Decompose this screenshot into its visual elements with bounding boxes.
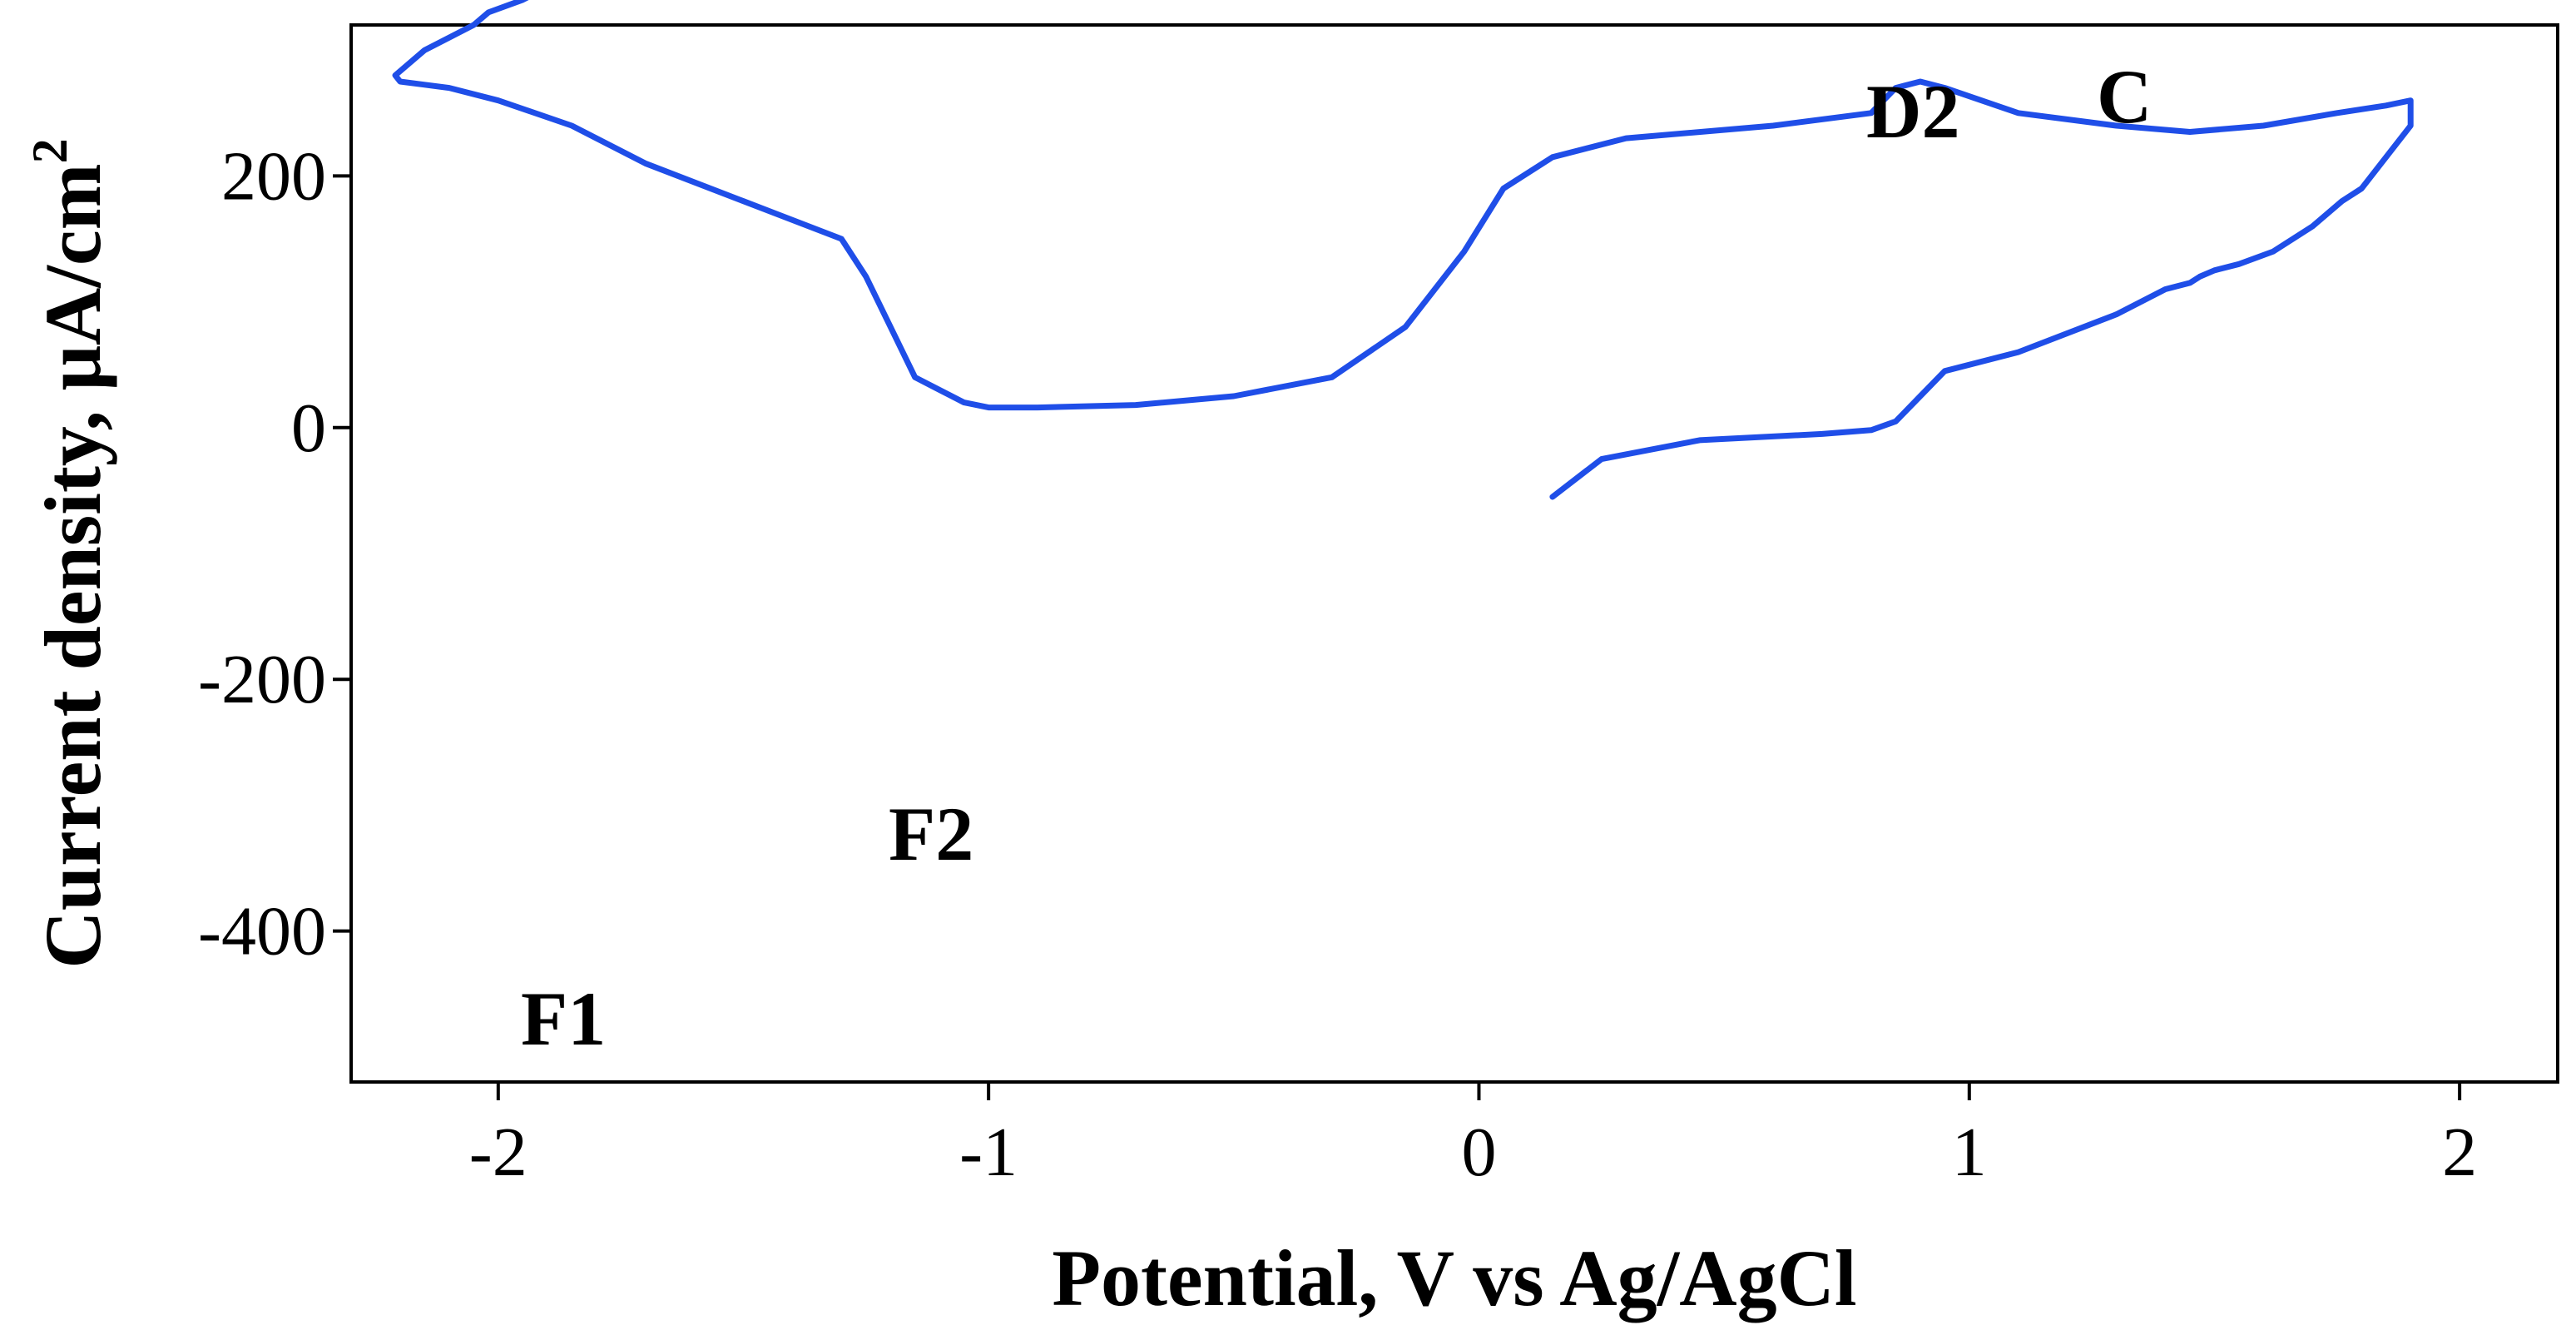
x-tick-label: -2 [469, 1114, 528, 1191]
y-axis-title: Current density, μA/cm2 [22, 138, 117, 968]
y-tick-label: -400 [198, 893, 326, 970]
peak-label-f1: F1 [521, 976, 606, 1061]
series-line-blue [392, 0, 2414, 500]
peak-label-f2: F2 [889, 792, 973, 876]
peak-label-c: C [2097, 54, 2152, 139]
x-tick-label: -1 [959, 1114, 1018, 1191]
x-axis-ticks: -2 -1 0 1 2 [469, 1082, 2477, 1191]
peak-label-d2: D2 [1866, 69, 1959, 154]
y-axis-title-superscript: 2 [22, 138, 77, 163]
y-tick-label: 0 [291, 390, 326, 467]
series-group [392, 0, 2414, 500]
x-tick-label: 1 [1952, 1114, 1987, 1191]
x-tick-label: 0 [1461, 1114, 1496, 1191]
y-tick-label: -200 [198, 641, 326, 718]
y-axis-ticks: -400 -200 0 200 [198, 137, 351, 970]
plot-frame [349, 23, 2559, 1084]
x-axis-title: Potential, V vs Ag/AgCl [1052, 1233, 1856, 1323]
y-axis-title-main: Current density, μA/cm [28, 163, 117, 968]
x-tick-label: 2 [2442, 1114, 2477, 1191]
y-tick-label: 200 [221, 137, 326, 215]
